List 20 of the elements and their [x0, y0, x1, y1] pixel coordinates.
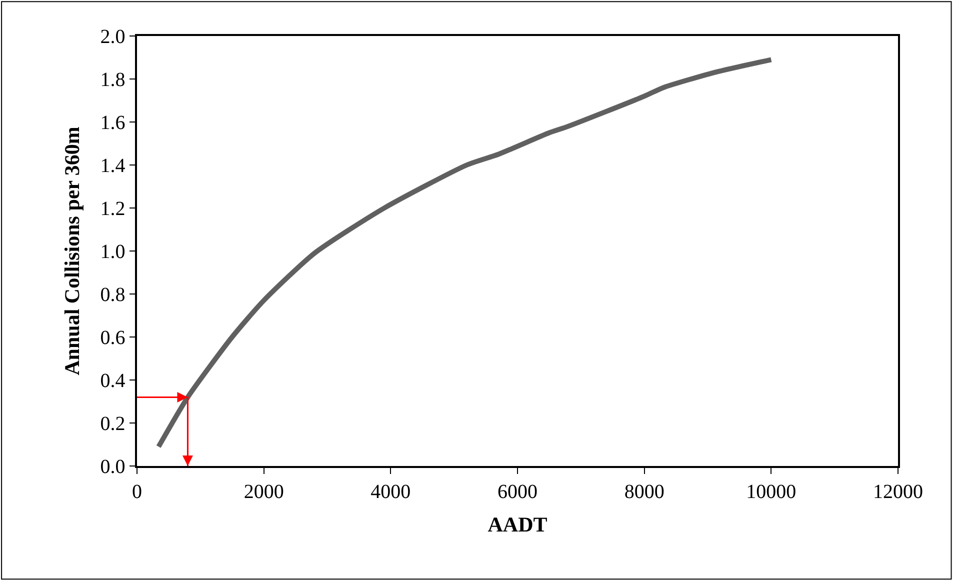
y-tick-label: 1.8	[100, 69, 126, 91]
x-tick-label: 0	[132, 480, 142, 503]
y-tick-label: 0.0	[100, 456, 126, 478]
y-tick-label: 1.4	[100, 155, 126, 177]
x-tick-label: 12000	[873, 480, 923, 503]
y-tick-label: 0.8	[100, 284, 126, 306]
y-axis-title: Annual Collisions per 360m	[60, 126, 84, 376]
x-tick-label: 8000	[624, 480, 664, 503]
y-tick-label: 2.0	[100, 26, 126, 48]
y-tick-label: 0.6	[100, 327, 126, 349]
y-tick-label: 1.0	[100, 241, 126, 263]
y-tick-label: 0.4	[100, 370, 126, 392]
y-tick-label: 1.6	[100, 112, 126, 134]
x-tick-label: 2000	[244, 480, 284, 503]
x-tick-label: 4000	[370, 480, 411, 503]
y-tick-label: 0.2	[100, 413, 126, 435]
x-tick-label: 6000	[498, 480, 538, 503]
x-axis-title: AADT	[488, 512, 548, 536]
y-tick-label: 1.2	[100, 198, 126, 220]
x-tick-label: 10000	[746, 480, 796, 503]
